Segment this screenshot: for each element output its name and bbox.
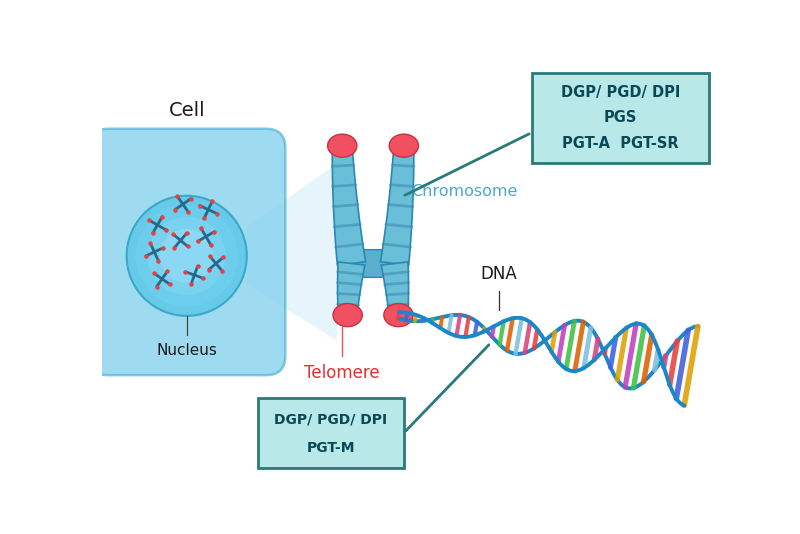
Text: PGT-A  PGT-SR: PGT-A PGT-SR bbox=[562, 136, 678, 151]
Text: PGS: PGS bbox=[603, 111, 637, 125]
Polygon shape bbox=[338, 262, 365, 316]
Ellipse shape bbox=[390, 134, 418, 157]
Text: Nucleus: Nucleus bbox=[156, 343, 217, 358]
Text: DGP/ PGD/ DPI: DGP/ PGD/ DPI bbox=[561, 85, 680, 100]
FancyBboxPatch shape bbox=[258, 398, 404, 468]
Ellipse shape bbox=[333, 303, 362, 327]
Circle shape bbox=[136, 205, 238, 307]
Text: Cell: Cell bbox=[168, 100, 205, 120]
Text: PGT-M: PGT-M bbox=[306, 441, 355, 455]
Text: DGP/ PGD/ DPI: DGP/ PGD/ DPI bbox=[274, 412, 387, 426]
Circle shape bbox=[126, 196, 246, 316]
Polygon shape bbox=[381, 145, 414, 265]
Text: Chromosome: Chromosome bbox=[411, 184, 518, 199]
Polygon shape bbox=[382, 262, 409, 316]
Ellipse shape bbox=[384, 303, 413, 327]
Text: Telomere: Telomere bbox=[305, 364, 380, 382]
Circle shape bbox=[160, 229, 214, 283]
Ellipse shape bbox=[328, 134, 357, 157]
Text: DNA: DNA bbox=[480, 265, 517, 283]
Polygon shape bbox=[332, 145, 366, 265]
FancyBboxPatch shape bbox=[89, 129, 286, 375]
Polygon shape bbox=[246, 163, 337, 341]
Circle shape bbox=[148, 217, 226, 295]
FancyBboxPatch shape bbox=[532, 73, 709, 163]
Polygon shape bbox=[348, 250, 398, 277]
